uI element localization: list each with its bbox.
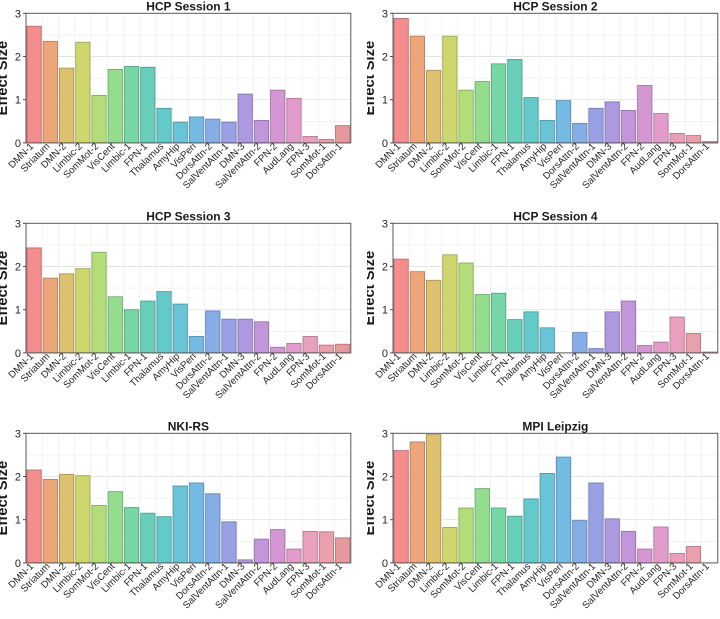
svg-text:2: 2 <box>15 472 21 484</box>
svg-text:Effect Size: Effect Size <box>367 251 378 326</box>
svg-text:Effect Size: Effect Size <box>0 41 11 116</box>
svg-text:1: 1 <box>15 95 21 107</box>
svg-text:NKI-RS: NKI-RS <box>168 420 209 433</box>
svg-text:3: 3 <box>15 429 21 441</box>
svg-text:2: 2 <box>382 472 388 484</box>
svg-text:HCP Session 3: HCP Session 3 <box>146 210 231 223</box>
svg-text:Effect Size: Effect Size <box>0 251 11 326</box>
svg-text:0: 0 <box>382 138 388 150</box>
svg-text:0: 0 <box>382 558 388 570</box>
svg-text:3: 3 <box>382 429 388 441</box>
svg-text:Effect Size: Effect Size <box>367 41 378 116</box>
svg-text:2: 2 <box>15 262 21 274</box>
svg-text:MPI Leipzig: MPI Leipzig <box>523 420 589 433</box>
svg-text:1: 1 <box>382 95 388 107</box>
svg-text:0: 0 <box>15 138 21 150</box>
svg-text:1: 1 <box>15 515 21 527</box>
svg-text:1: 1 <box>15 305 21 317</box>
svg-text:0: 0 <box>382 348 388 360</box>
svg-text:2: 2 <box>15 51 21 63</box>
svg-text:3: 3 <box>15 218 21 230</box>
svg-text:2: 2 <box>382 51 388 63</box>
svg-text:Effect Size: Effect Size <box>367 461 378 536</box>
svg-text:1: 1 <box>382 515 388 527</box>
svg-text:0: 0 <box>15 558 21 570</box>
svg-text:3: 3 <box>15 8 21 20</box>
svg-text:1: 1 <box>382 305 388 317</box>
svg-text:3: 3 <box>382 8 388 20</box>
svg-text:HCP Session 2: HCP Session 2 <box>513 0 598 13</box>
svg-text:2: 2 <box>382 262 388 274</box>
svg-text:Effect Size: Effect Size <box>0 461 11 536</box>
svg-text:HCP Session 1: HCP Session 1 <box>146 0 231 13</box>
svg-text:HCP Session 4: HCP Session 4 <box>513 210 598 223</box>
svg-text:3: 3 <box>382 218 388 230</box>
svg-text:0: 0 <box>15 348 21 360</box>
